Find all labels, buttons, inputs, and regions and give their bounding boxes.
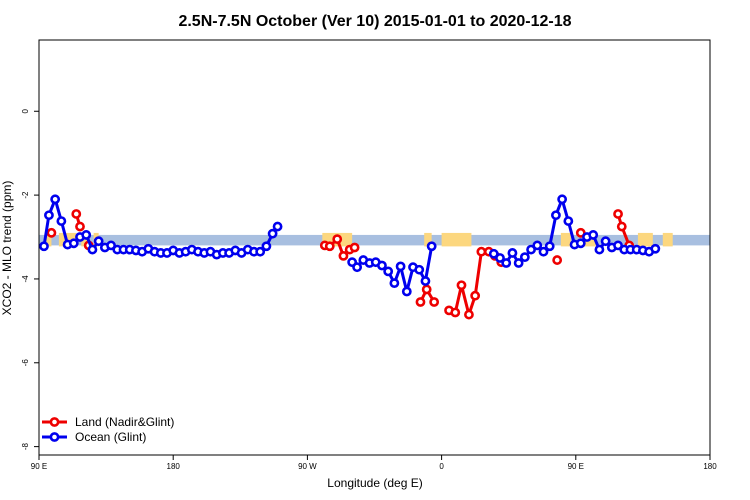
data-point: [255, 246, 266, 257]
data-point: [557, 194, 568, 205]
chart-title: 2.5N-7.5N October (Ver 10) 2015-01-01 to…: [178, 13, 571, 30]
data-point: [588, 230, 599, 240]
data-point: [349, 242, 360, 253]
land-segment: [637, 232, 653, 247]
data-point: [324, 241, 335, 252]
y-tick-label: -8: [21, 443, 30, 451]
data-point: [44, 210, 54, 221]
data-point: [50, 194, 61, 205]
land-segment: [662, 232, 673, 247]
data-point: [650, 243, 661, 254]
data-point: [389, 278, 400, 289]
land-segment: [81, 232, 89, 247]
data-point: [613, 209, 623, 219]
legend-marker: [49, 432, 60, 442]
series: [39, 194, 661, 297]
data-point: [338, 250, 349, 261]
data-point: [383, 266, 394, 277]
data-point: [56, 216, 67, 226]
series: [46, 209, 635, 320]
data-point: [519, 252, 530, 263]
data-point: [39, 241, 49, 252]
y-tick-label: 0: [21, 108, 30, 113]
data-point: [575, 238, 586, 249]
land-segment: [46, 232, 52, 247]
data-point: [377, 260, 387, 271]
data-point: [395, 261, 406, 272]
data-point: [616, 221, 627, 232]
data-point: [68, 238, 79, 249]
data-point: [415, 297, 426, 307]
data-point: [272, 221, 283, 232]
data-point: [352, 262, 363, 273]
data-point: [414, 264, 425, 275]
data-point: [429, 297, 440, 307]
y-tick-label: -4: [21, 275, 30, 283]
data-point: [488, 248, 499, 259]
data-point: [87, 244, 98, 255]
land-segment: [560, 232, 571, 247]
land-segment: [441, 232, 472, 247]
data-point: [71, 209, 82, 219]
data-point: [267, 228, 278, 239]
data-point: [538, 246, 549, 257]
data-point: [507, 248, 518, 258]
data-point: [613, 240, 623, 251]
data-point: [426, 241, 437, 252]
legend-label: Land (Nadir&Glint): [75, 415, 174, 429]
legend-label: Ocean (Glint): [75, 430, 146, 444]
y-tick-label: -6: [21, 359, 30, 367]
x-axis: 90 E 180 90 W 0 90 E 180: [31, 455, 717, 471]
data-point: [420, 276, 431, 286]
data-point: [81, 230, 92, 240]
x-tick-label: 0: [439, 462, 444, 471]
series-layer: [39, 194, 661, 320]
data-point: [552, 255, 563, 265]
legend-marker: [49, 417, 60, 427]
x-tick-label: 90 W: [298, 462, 317, 471]
x-tick-label: 180: [167, 462, 181, 471]
data-point: [501, 258, 512, 268]
y-axis-label: XCO2 - MLO trend (ppm): [0, 181, 14, 316]
data-point: [495, 253, 505, 263]
data-point: [332, 234, 343, 245]
data-point: [544, 241, 555, 252]
y-axis: 0 -2 -4 -6 -8: [21, 108, 39, 450]
x-tick-label: 90 E: [568, 462, 584, 471]
data-point: [513, 258, 524, 268]
x-tick-label: 180: [703, 462, 717, 471]
ocean-strip: [39, 234, 710, 246]
data-point: [526, 244, 536, 255]
data-point: [464, 309, 474, 320]
series-line: [448, 250, 503, 317]
data-point: [261, 241, 272, 252]
data-point: [421, 284, 432, 295]
data-point: [476, 246, 487, 257]
data-point: [106, 240, 116, 251]
data-point: [600, 236, 611, 247]
data-point: [450, 307, 461, 318]
data-point: [456, 280, 467, 291]
data-point: [93, 236, 104, 247]
data-point: [563, 216, 574, 226]
x-tick-label: 90 E: [31, 462, 47, 471]
y-tick-label: -2: [21, 191, 30, 199]
data-point: [594, 244, 605, 255]
legend: Land (Nadir&Glint)Ocean (Glint): [42, 415, 174, 444]
x-axis-label: Longitude (deg E): [327, 476, 422, 490]
data-point: [575, 227, 586, 238]
data-point: [532, 240, 543, 251]
plot-frame: [38, 39, 711, 456]
data-point: [470, 290, 481, 301]
data-point: [75, 221, 85, 232]
land-segment: [424, 232, 432, 247]
data-point: [401, 286, 412, 297]
data-point: [46, 227, 57, 238]
data-point: [551, 210, 561, 221]
